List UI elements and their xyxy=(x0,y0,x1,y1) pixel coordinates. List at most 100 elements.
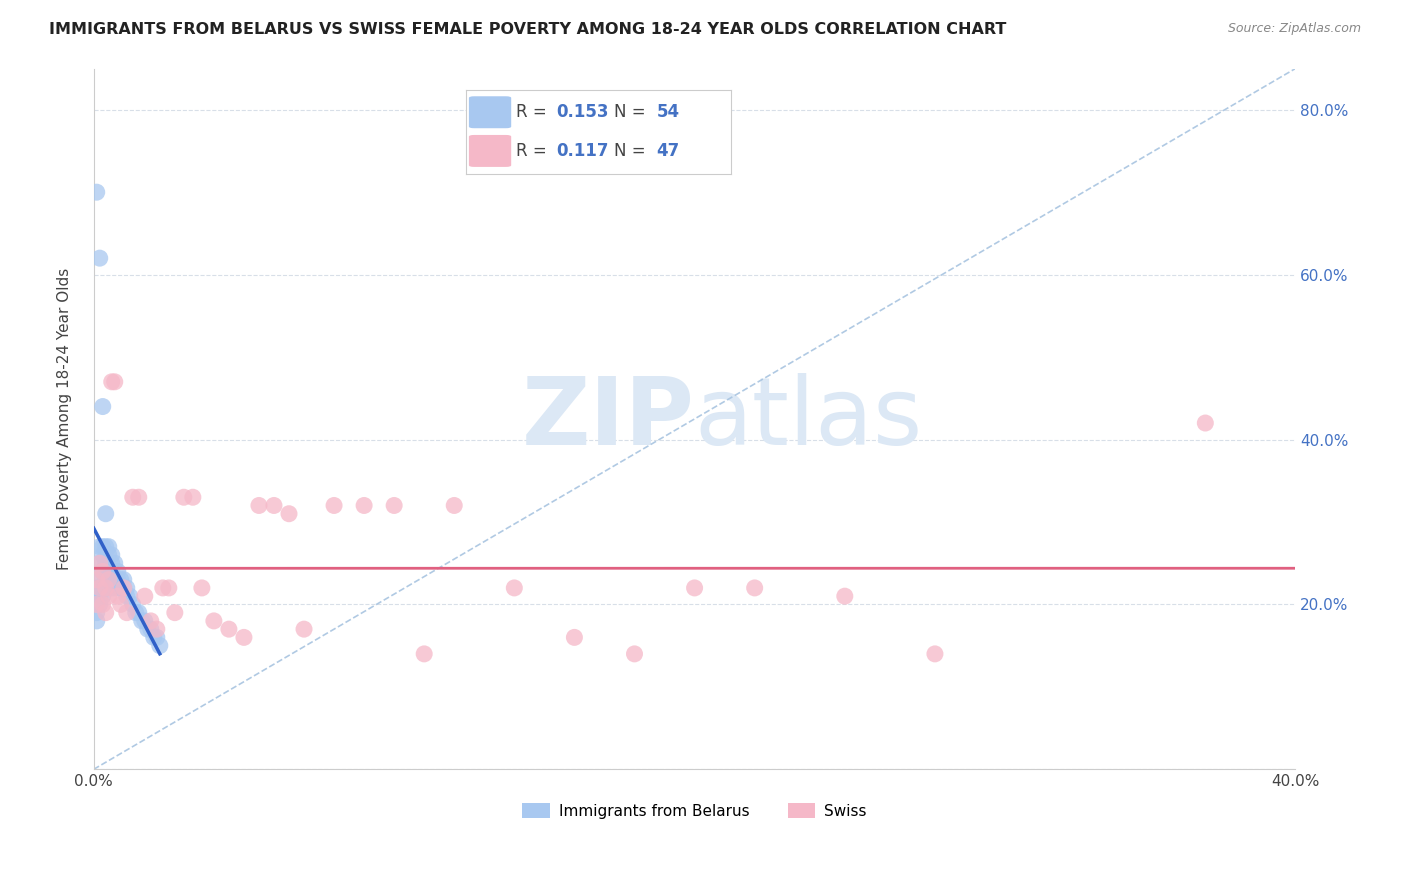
Point xyxy=(128,606,150,620)
Point xyxy=(163,606,186,620)
Point xyxy=(89,251,111,265)
Point xyxy=(112,581,135,595)
Point xyxy=(382,499,405,513)
Point xyxy=(146,631,169,645)
Point xyxy=(100,581,122,595)
Point xyxy=(121,490,143,504)
Point xyxy=(139,622,162,636)
Text: Source: ZipAtlas.com: Source: ZipAtlas.com xyxy=(1227,22,1361,36)
Point xyxy=(89,556,111,570)
Point xyxy=(86,606,108,620)
Point xyxy=(623,647,645,661)
Point xyxy=(353,499,375,513)
Point xyxy=(1194,416,1216,430)
Point xyxy=(125,606,148,620)
Point xyxy=(112,573,135,587)
Point xyxy=(115,589,138,603)
Text: atlas: atlas xyxy=(695,373,922,465)
Point xyxy=(139,614,162,628)
Text: IMMIGRANTS FROM BELARUS VS SWISS FEMALE POVERTY AMONG 18-24 YEAR OLDS CORRELATIO: IMMIGRANTS FROM BELARUS VS SWISS FEMALE … xyxy=(49,22,1007,37)
Point xyxy=(323,499,346,513)
Point xyxy=(97,573,120,587)
Point xyxy=(94,581,117,595)
Point xyxy=(100,375,122,389)
Point xyxy=(94,606,117,620)
Point xyxy=(89,589,111,603)
Point xyxy=(100,548,122,562)
Point xyxy=(115,606,138,620)
Point xyxy=(924,647,946,661)
Point xyxy=(564,631,586,645)
Point xyxy=(278,507,301,521)
Point xyxy=(744,581,766,595)
Point xyxy=(834,589,856,603)
Point xyxy=(91,548,114,562)
Point xyxy=(134,614,156,628)
Point xyxy=(89,573,111,587)
Point xyxy=(91,400,114,414)
Point xyxy=(443,499,465,513)
Point xyxy=(91,565,114,579)
Text: ZIP: ZIP xyxy=(522,373,695,465)
Point xyxy=(128,490,150,504)
Point xyxy=(100,565,122,579)
Point xyxy=(104,375,127,389)
Point xyxy=(86,589,108,603)
Point xyxy=(91,565,114,579)
Point xyxy=(683,581,706,595)
Point xyxy=(89,540,111,554)
Point xyxy=(136,622,159,636)
Point xyxy=(263,499,285,513)
Point xyxy=(94,507,117,521)
Point xyxy=(97,548,120,562)
Point xyxy=(89,598,111,612)
Point xyxy=(94,556,117,570)
Point xyxy=(134,589,156,603)
Point xyxy=(292,622,315,636)
Point xyxy=(112,581,135,595)
Point xyxy=(413,647,436,661)
Point xyxy=(503,581,526,595)
Point xyxy=(149,639,172,653)
Point xyxy=(89,581,111,595)
Legend: Immigrants from Belarus, Swiss: Immigrants from Belarus, Swiss xyxy=(516,797,873,825)
Point xyxy=(232,631,254,645)
Point xyxy=(91,589,114,603)
Point xyxy=(191,581,214,595)
Point xyxy=(107,581,129,595)
Point xyxy=(100,556,122,570)
Point xyxy=(86,185,108,199)
Point xyxy=(86,614,108,628)
Y-axis label: Female Poverty Among 18-24 Year Olds: Female Poverty Among 18-24 Year Olds xyxy=(58,268,72,570)
Point xyxy=(110,581,132,595)
Point xyxy=(89,581,111,595)
Point xyxy=(110,598,132,612)
Point xyxy=(104,556,127,570)
Point xyxy=(121,598,143,612)
Point xyxy=(86,581,108,595)
Point xyxy=(107,589,129,603)
Point xyxy=(94,573,117,587)
Point xyxy=(94,540,117,554)
Point xyxy=(152,581,174,595)
Point xyxy=(89,556,111,570)
Point xyxy=(97,589,120,603)
Point xyxy=(104,573,127,587)
Point xyxy=(94,581,117,595)
Point xyxy=(202,614,225,628)
Point xyxy=(146,622,169,636)
Point xyxy=(247,499,270,513)
Point xyxy=(97,573,120,587)
Point xyxy=(173,490,195,504)
Point xyxy=(115,581,138,595)
Point xyxy=(118,589,141,603)
Point xyxy=(142,631,165,645)
Point xyxy=(86,598,108,612)
Point xyxy=(91,540,114,554)
Point xyxy=(86,573,108,587)
Point xyxy=(104,581,127,595)
Point xyxy=(157,581,180,595)
Point xyxy=(218,622,240,636)
Point xyxy=(97,540,120,554)
Point xyxy=(107,565,129,579)
